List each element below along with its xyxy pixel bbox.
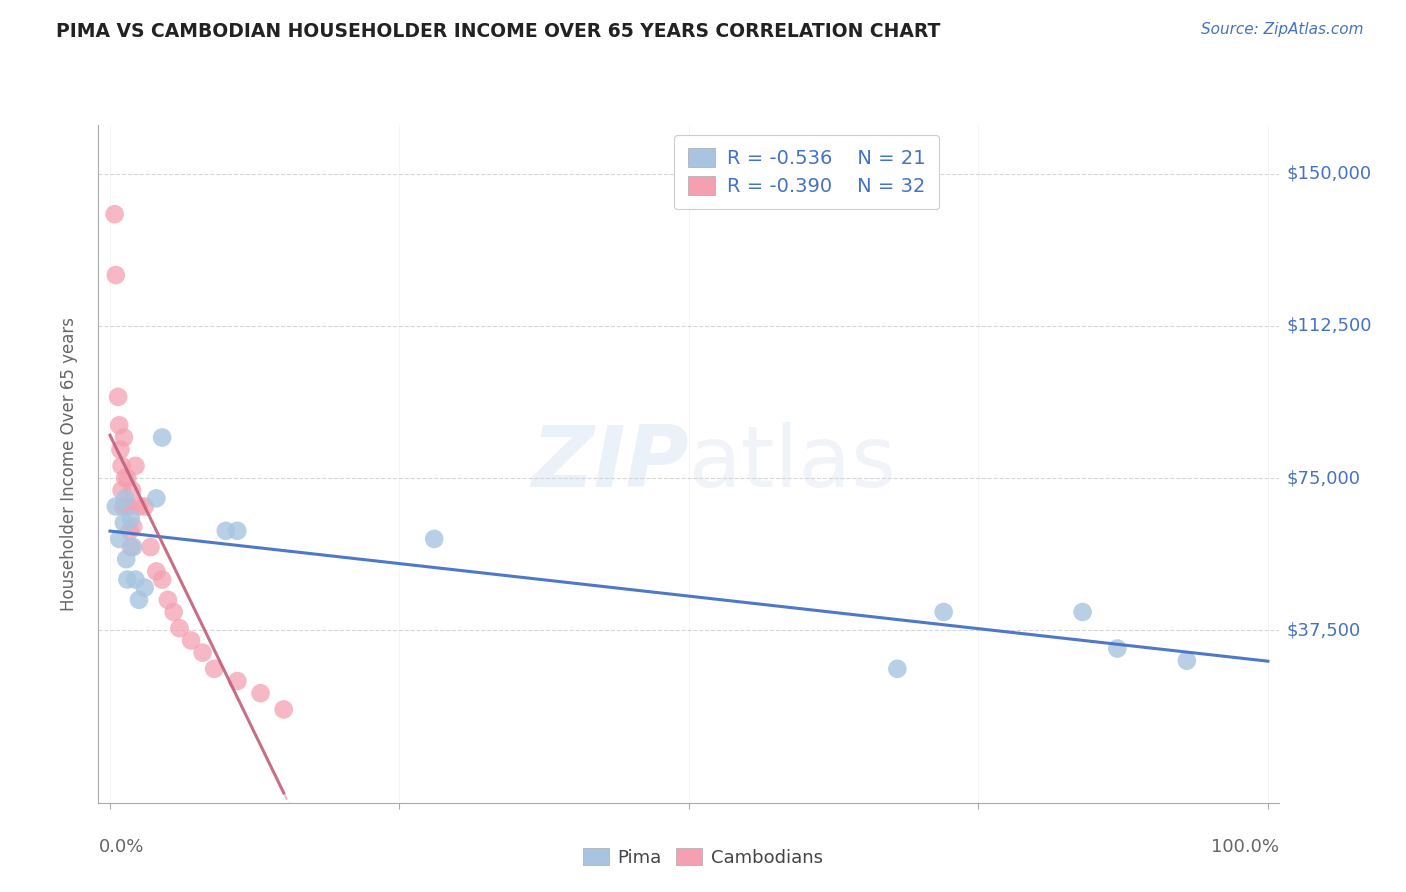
Point [1107, 641, 1129, 656]
Point [114, 491, 136, 506]
Point [191, 646, 214, 660]
Text: Source: ZipAtlas.com: Source: ZipAtlas.com [1201, 22, 1364, 37]
Point [156, 592, 179, 607]
Point [107, 390, 129, 404]
Text: $112,500: $112,500 [1286, 317, 1372, 334]
Text: ZIP: ZIP [531, 422, 689, 506]
Point [124, 573, 146, 587]
Point [122, 520, 145, 534]
Point [115, 500, 138, 514]
Point [202, 662, 225, 676]
Point [249, 686, 271, 700]
Point [932, 605, 955, 619]
Point [134, 500, 156, 514]
Point [150, 430, 173, 444]
Point [145, 491, 167, 506]
Point [423, 532, 446, 546]
Point [226, 524, 249, 538]
Point [128, 500, 150, 514]
Point [117, 500, 139, 514]
Point [886, 662, 908, 676]
Point [145, 565, 167, 579]
Text: atlas: atlas [689, 422, 897, 506]
Point [110, 442, 132, 457]
Point [180, 633, 202, 648]
Text: 100.0%: 100.0% [1212, 838, 1279, 856]
Text: $150,000: $150,000 [1286, 165, 1372, 183]
Point [112, 430, 135, 444]
Point [169, 621, 191, 635]
Point [121, 483, 143, 498]
Point [1071, 605, 1094, 619]
Point [112, 516, 135, 530]
Point [117, 573, 139, 587]
Legend: Pima, Cambodians: Pima, Cambodians [576, 841, 830, 874]
Text: PIMA VS CAMBODIAN HOUSEHOLDER INCOME OVER 65 YEARS CORRELATION CHART: PIMA VS CAMBODIAN HOUSEHOLDER INCOME OVE… [56, 22, 941, 41]
Point [1175, 654, 1198, 668]
Point [226, 673, 249, 688]
Point [111, 500, 134, 514]
Point [104, 500, 127, 514]
Point [110, 458, 132, 473]
Point [115, 552, 138, 566]
Point [139, 540, 162, 554]
Point [104, 207, 127, 221]
Point [108, 418, 131, 433]
Point [273, 702, 295, 716]
Y-axis label: Householder Income Over 65 years: Householder Income Over 65 years [59, 317, 77, 611]
Text: $37,500: $37,500 [1286, 621, 1361, 640]
Point [110, 483, 132, 498]
Point [114, 471, 136, 485]
Point [134, 581, 156, 595]
Point [124, 458, 146, 473]
Point [108, 532, 131, 546]
Point [120, 540, 142, 554]
Text: $75,000: $75,000 [1286, 469, 1361, 487]
Point [122, 540, 145, 554]
Point [215, 524, 238, 538]
Point [163, 605, 186, 619]
Point [120, 511, 142, 525]
Point [150, 573, 173, 587]
Legend: R = -0.536    N = 21, R = -0.390    N = 32: R = -0.536 N = 21, R = -0.390 N = 32 [675, 135, 939, 210]
Point [117, 471, 139, 485]
Point [104, 268, 127, 282]
Point [128, 592, 150, 607]
Text: 0.0%: 0.0% [98, 838, 143, 856]
Point [118, 524, 141, 538]
